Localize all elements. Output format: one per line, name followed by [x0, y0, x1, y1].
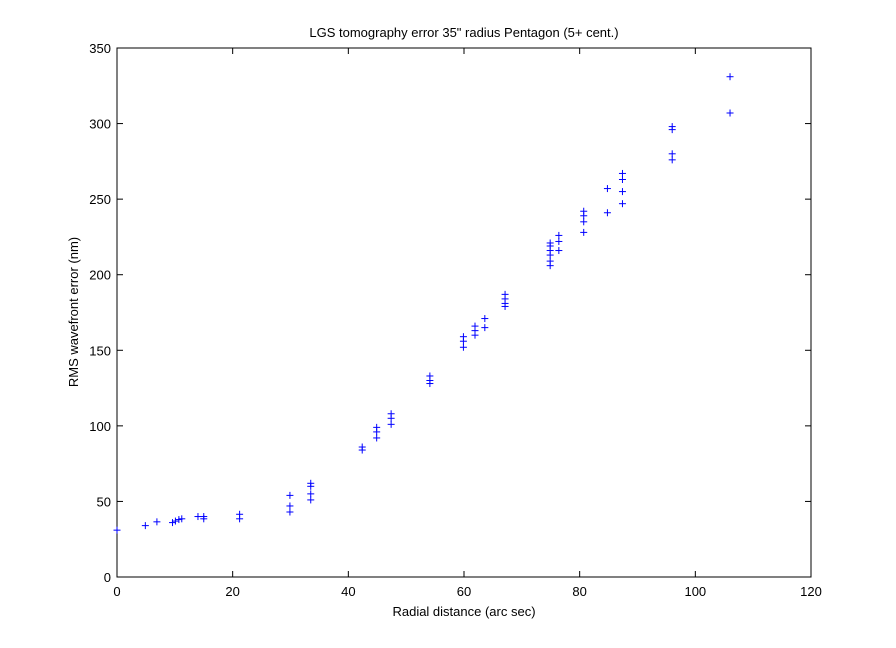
x-tick-label: 0 — [113, 584, 120, 599]
data-point — [169, 519, 177, 527]
y-tick-label: 200 — [89, 268, 111, 283]
data-point — [580, 228, 588, 236]
data-point — [618, 169, 626, 177]
data-point — [236, 510, 244, 518]
data-point — [459, 333, 467, 341]
data-point — [555, 231, 563, 239]
data-point — [178, 515, 186, 523]
y-tick-label: 50 — [97, 494, 111, 509]
x-tick-label: 80 — [572, 584, 586, 599]
x-tick-labels: 0 20 40 60 80 100 120 — [113, 584, 821, 599]
data-point — [603, 185, 611, 193]
data-point — [555, 237, 563, 245]
data-point — [580, 218, 588, 226]
data-point — [618, 200, 626, 208]
data-point — [668, 123, 676, 131]
data-point — [387, 410, 395, 418]
y-tick-label: 0 — [104, 570, 111, 585]
data-point — [668, 150, 676, 158]
y-tick-labels: 0 50 100 150 200 250 300 350 — [89, 41, 111, 585]
data-point — [603, 209, 611, 217]
data-point — [171, 517, 179, 525]
data-point — [358, 443, 366, 451]
axis-ticks — [116, 47, 812, 578]
data-point — [426, 372, 434, 380]
data-point — [481, 324, 489, 332]
data-point — [373, 434, 381, 442]
data-point — [546, 257, 554, 265]
data-markers — [113, 73, 734, 534]
x-tick-label: 60 — [457, 584, 471, 599]
x-tick-label: 100 — [684, 584, 706, 599]
data-point — [668, 156, 676, 164]
data-point — [501, 290, 509, 298]
plot-area — [116, 47, 812, 578]
data-point — [373, 423, 381, 431]
data-point — [726, 73, 734, 81]
data-point — [546, 239, 554, 247]
data-point — [387, 420, 395, 428]
y-tick-label: 300 — [89, 117, 111, 132]
data-point — [307, 479, 315, 487]
y-tick-label: 350 — [89, 41, 111, 56]
data-point — [307, 496, 315, 504]
data-point — [141, 522, 149, 530]
x-axis-label: Radial distance (arc sec) — [392, 604, 535, 619]
data-point — [286, 491, 294, 499]
data-point — [555, 247, 563, 255]
data-point — [481, 315, 489, 323]
x-tick-label: 40 — [341, 584, 355, 599]
data-point — [618, 175, 626, 183]
data-point — [153, 518, 161, 526]
data-point — [113, 526, 121, 534]
data-point — [307, 490, 315, 498]
data-point — [471, 322, 479, 330]
x-tick-label: 20 — [225, 584, 239, 599]
y-tick-label: 150 — [89, 343, 111, 358]
chart-title: LGS tomography error 35" radius Pentagon… — [309, 25, 618, 40]
x-tick-label: 120 — [800, 584, 822, 599]
data-point — [459, 343, 467, 351]
data-point — [618, 188, 626, 196]
data-point — [200, 513, 208, 521]
y-axis-label: RMS wavefront error (nm) — [66, 237, 81, 387]
data-point — [286, 502, 294, 510]
y-tick-label: 250 — [89, 192, 111, 207]
y-tick-label: 100 — [89, 419, 111, 434]
data-point — [286, 508, 294, 516]
data-point — [726, 109, 734, 117]
data-point — [175, 516, 183, 524]
data-point — [580, 207, 588, 215]
